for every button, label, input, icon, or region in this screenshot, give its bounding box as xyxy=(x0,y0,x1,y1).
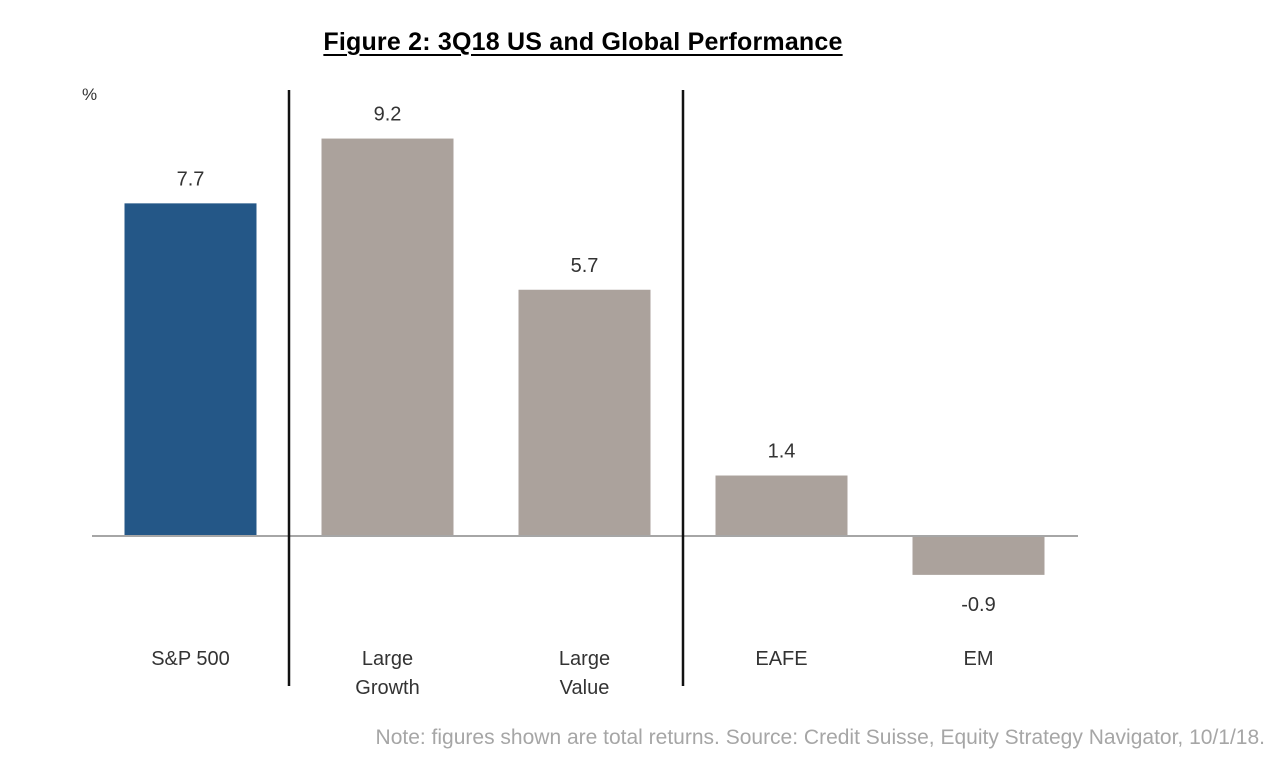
y-axis-unit-label: % xyxy=(82,85,97,104)
value-label-1: 9.2 xyxy=(374,104,402,126)
category-label-0-0: S&P 500 xyxy=(151,648,230,670)
category-label-4-0: EM xyxy=(964,648,994,670)
bar-0 xyxy=(124,203,257,537)
value-label-4: -0.9 xyxy=(961,594,995,616)
bar-1 xyxy=(321,138,454,536)
bar-3 xyxy=(715,475,848,536)
chart-title: Figure 2: 3Q18 US and Global Performance xyxy=(323,28,843,56)
category-label-3-0: EAFE xyxy=(755,648,807,670)
bar-4 xyxy=(912,536,1045,575)
category-label-2-0: Large xyxy=(559,648,610,670)
value-label-3: 1.4 xyxy=(768,441,796,463)
category-label-1-0: Large xyxy=(362,648,413,670)
category-label-2-1: Value xyxy=(560,677,610,699)
category-label-1-1: Growth xyxy=(355,677,419,699)
source-note: Note: figures shown are total returns. S… xyxy=(375,726,1265,749)
value-label-2: 5.7 xyxy=(571,255,599,277)
bar-2 xyxy=(518,289,651,536)
value-label-0: 7.7 xyxy=(177,168,205,190)
